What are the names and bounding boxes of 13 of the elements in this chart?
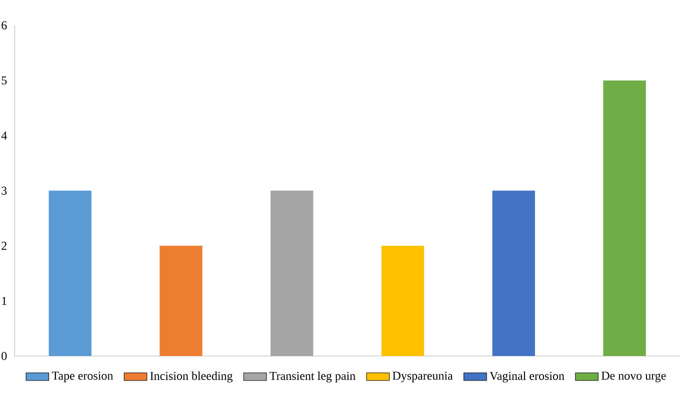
y-tick-label: 5 xyxy=(2,76,7,84)
y-tick-label: 6 xyxy=(2,21,7,30)
legend-label: De novo urge xyxy=(601,372,666,382)
legend-label: Vaginal erosion xyxy=(490,372,564,382)
legend-label: Incision bleeding xyxy=(150,372,233,382)
y-tick-label: 0 xyxy=(2,352,7,360)
y-tick-label: 1 xyxy=(2,296,6,305)
y-tick-label: 2 xyxy=(2,242,6,250)
legend-label: Dyspareunia xyxy=(392,372,453,382)
legend-label: Tape erosion xyxy=(52,372,114,382)
y-tick-label: 4 xyxy=(1,132,7,140)
y-tick-label: 3 xyxy=(2,186,7,195)
legend-label: Transient leg pain xyxy=(270,372,356,382)
